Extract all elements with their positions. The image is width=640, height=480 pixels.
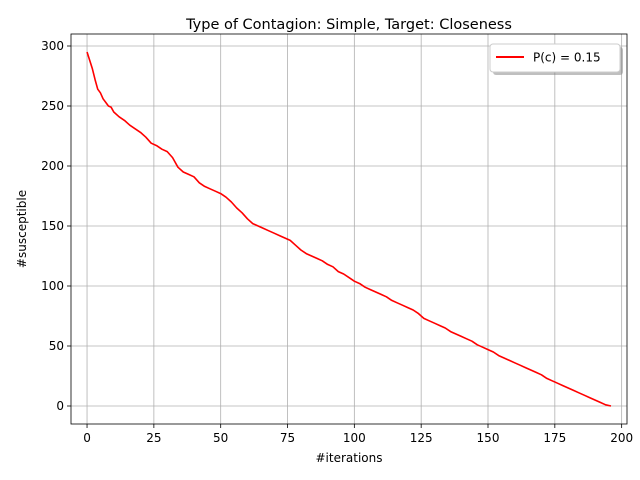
x-tick-label: 25 <box>146 431 161 445</box>
chart-title: Type of Contagion: Simple, Target: Close… <box>185 17 512 33</box>
x-axis-ticks: 0 25 50 75 100 125 150 175 200 <box>83 424 633 445</box>
x-tick-label: 0 <box>83 431 91 445</box>
legend: P(c) = 0.15 <box>489 43 623 75</box>
plot-frame <box>70 33 628 425</box>
legend-box <box>489 43 621 73</box>
y-tick-label: 300 <box>41 39 64 53</box>
series-line-0 <box>86 51 612 407</box>
legend-entry-label: P(c) = 0.15 <box>533 51 601 65</box>
x-tick-label: 150 <box>477 431 500 445</box>
y-tick-label: 200 <box>41 159 64 173</box>
y-axis-label: #susceptible <box>15 190 29 268</box>
x-tick-label: 50 <box>213 431 228 445</box>
x-tick-label: 100 <box>343 431 366 445</box>
series-layer <box>86 51 612 407</box>
y-tick-label: 150 <box>41 219 64 233</box>
y-tick-label: 250 <box>41 99 64 113</box>
x-tick-label: 200 <box>610 431 633 445</box>
grid-lines <box>71 34 627 424</box>
plot-area <box>71 34 627 424</box>
x-tick-label: 75 <box>280 431 295 445</box>
x-tick-label: 175 <box>543 431 566 445</box>
x-axis-label: #iterations <box>315 451 382 465</box>
y-tick-label: 50 <box>49 339 64 353</box>
x-tick-label: 125 <box>410 431 433 445</box>
y-tick-label: 100 <box>41 279 64 293</box>
y-tick-label: 0 <box>56 399 64 413</box>
y-axis-ticks: 0 50 100 150 200 250 300 <box>41 39 71 413</box>
